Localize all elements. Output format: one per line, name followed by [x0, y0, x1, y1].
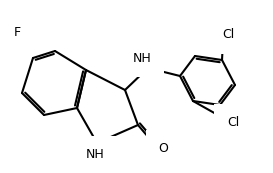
Text: F: F — [13, 26, 20, 39]
Text: Cl: Cl — [227, 116, 239, 130]
Text: NH: NH — [86, 148, 104, 162]
Text: H: H — [88, 144, 98, 157]
Text: N: N — [94, 153, 104, 166]
Text: Cl: Cl — [222, 29, 234, 42]
Text: O: O — [158, 143, 168, 156]
Text: NH: NH — [133, 52, 151, 65]
